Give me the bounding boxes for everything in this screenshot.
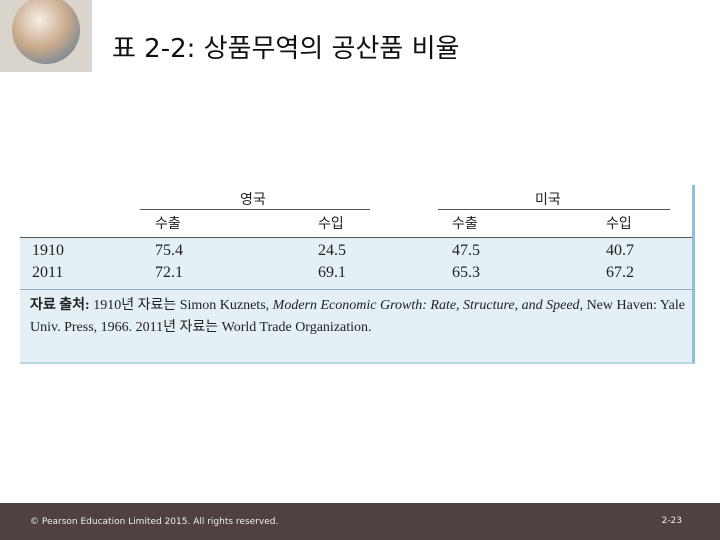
table-cell: 69.1: [318, 264, 346, 281]
globe-image: [0, 0, 92, 72]
table-cell: 47.5: [452, 242, 480, 259]
source-note: 자료 출처: 1910년 자료는 Simon Kuznets, Modern E…: [30, 295, 685, 339]
group-header: 영국: [240, 193, 266, 208]
note-text: , New Haven: Yale Univ. Press, 1966. 201…: [30, 298, 685, 335]
table-cell: 72.1: [155, 264, 183, 281]
column-header: 수출: [155, 217, 181, 232]
copyright: © Pearson Education Limited 2015. All ri…: [30, 517, 279, 527]
column-header: 수입: [318, 217, 344, 232]
row-header: 1910: [32, 242, 64, 259]
rule: [20, 237, 692, 238]
row-header: 2011: [32, 264, 64, 281]
note-label: 자료 출처:: [30, 298, 90, 313]
table-cell: 24.5: [318, 242, 346, 259]
column-header: 수출: [452, 217, 478, 232]
table-cell: 40.7: [606, 242, 634, 259]
table-cell: 75.4: [155, 242, 183, 259]
rule: [20, 289, 692, 290]
footer: © Pearson Education Limited 2015. All ri…: [0, 503, 720, 540]
table-cell: 67.2: [606, 264, 634, 281]
rule: [140, 209, 370, 210]
group-header: 미국: [535, 193, 561, 208]
slide-title: 표 2-2: 상품무역의 공산품 비율: [112, 34, 460, 64]
table-box: 영국 미국 수출 수입 수출 수입 1910 75.4 24.5 47.5 40.7 2011 72…: [20, 185, 695, 364]
table-header: [20, 185, 692, 237]
table-cell: 65.3: [452, 264, 480, 281]
page-number: 2-23: [661, 516, 682, 526]
note-text: 1910년 자료는 Simon Kuznets,: [93, 298, 270, 313]
column-header: 수입: [606, 217, 632, 232]
rule: [438, 209, 670, 210]
note-italic: Modern Economic Growth: Rate, Structure,…: [272, 298, 580, 313]
